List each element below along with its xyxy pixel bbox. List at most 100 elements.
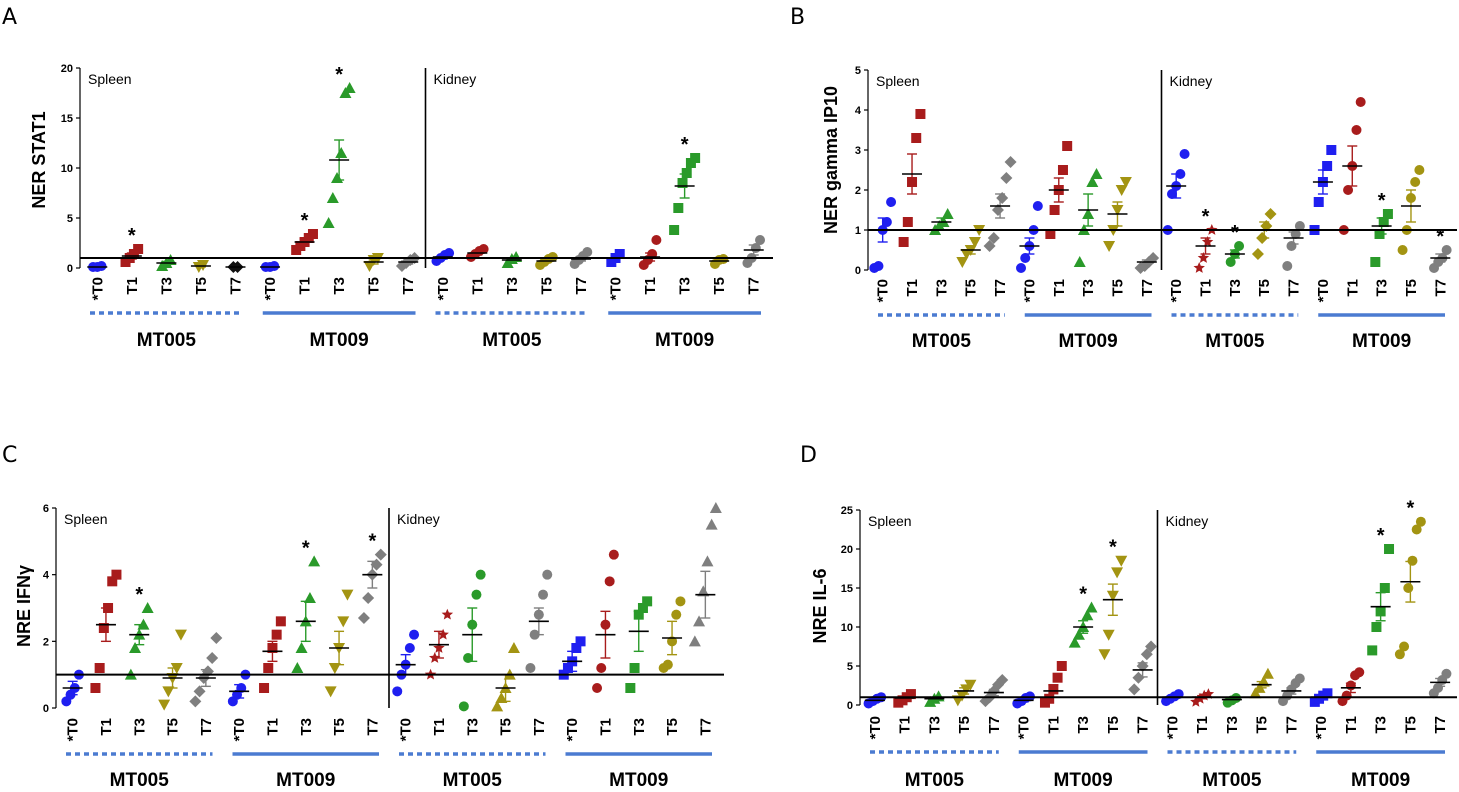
panel-a-category-label: T7 [400, 277, 417, 295]
panel-c-data-point [308, 555, 321, 567]
panel-d-data-point [1085, 601, 1098, 613]
panel-d-data-point [1322, 688, 1333, 699]
panel-b-category-label: T7 [1286, 279, 1303, 297]
panel-c-series-10 [392, 629, 420, 697]
panel-c-series-1 [90, 569, 122, 693]
panel-a-series-1: * [120, 225, 144, 267]
panel-b-y-tick-label: 1 [855, 225, 861, 237]
panel-b-data-point [1326, 145, 1337, 155]
panel-b-category-label: *T0 [1021, 279, 1038, 302]
panel-b-data-point [1057, 165, 1068, 175]
panel-d-data-point [1068, 636, 1081, 648]
panel-c-series-11 [424, 608, 454, 680]
panel-b-data-point [886, 197, 897, 207]
panel-c-category-label: *T0 [65, 718, 82, 741]
panel-d-category-label: T5 [1402, 716, 1419, 734]
panel-b-data-point [1049, 205, 1060, 215]
panel-c-data-point [341, 589, 354, 601]
panel-c-series-4 [189, 632, 223, 708]
panel-c-data-point [263, 663, 274, 673]
panel-d-group-label: MT009 [1351, 770, 1410, 791]
panel-c-series-14 [525, 569, 553, 673]
panel-d-data-point [964, 679, 977, 691]
panel-c-category-label: T7 [198, 718, 215, 736]
panel-b-significance-star: * [1378, 190, 1386, 212]
panel-d-significance-star: * [1377, 525, 1385, 547]
panel-d-data-point [1354, 667, 1365, 678]
panel-d-y-tick-label: 20 [841, 544, 853, 556]
panel-b-data-point [1166, 189, 1177, 199]
panel-c-y-tick-label: 2 [43, 636, 49, 648]
panel-d-series-16 [1337, 667, 1365, 707]
panel-b-data-point [873, 261, 884, 271]
panel-d-y-tick-label: 15 [841, 583, 853, 595]
panel-b-chart: 0 1 2 3 4 5 NER gamma IP10 Spleen Kidney * * * * *T0 T… [821, 65, 1457, 352]
panel-c-data-point [328, 663, 341, 674]
panel-a-category-label: T7 [227, 277, 244, 295]
panel-a-group-label: MT005 [482, 330, 542, 351]
panel-d-data-point [1379, 583, 1390, 593]
panel-b-category-label: T3 [1374, 279, 1391, 297]
panel-b-y-tick-label: 3 [855, 145, 861, 157]
panel-b-data-point [898, 237, 909, 247]
panel-c-data-point [592, 683, 603, 693]
panel-c-category-label: T7 [531, 718, 548, 736]
panel-b-category-label: T3 [1080, 279, 1097, 297]
panel-a-significance-star: * [335, 64, 343, 86]
panel-c-category-label: T5 [498, 718, 515, 736]
panel-a-category-label: T7 [573, 277, 590, 295]
panel-d-group-label: MT009 [1054, 770, 1113, 791]
panel-c-data-point [562, 663, 573, 673]
panel-c-category-label: T7 [697, 718, 714, 736]
panel-d-data-point [1052, 672, 1063, 683]
panel-d-data-point [1261, 667, 1274, 679]
panel-d-data-point [1394, 649, 1405, 660]
panel-c-data-point [141, 602, 154, 613]
panel-b-data-point [1197, 252, 1210, 263]
panel-d-category-label: T7 [1283, 716, 1300, 734]
panel-d-significance-star: * [1109, 537, 1117, 559]
panel-c-data-point [174, 629, 187, 641]
panel-b-data-point [1382, 209, 1393, 219]
panel-b-series-0 [869, 197, 897, 273]
panel-a-data-point [343, 82, 356, 93]
panel-c-y-label: NRE IFNγ [14, 565, 34, 647]
panel-letter-b: B [790, 5, 805, 30]
panel-d-series-3 [951, 679, 977, 707]
panel-d-data-point [1367, 645, 1378, 656]
panel-d-data-point [1415, 516, 1426, 527]
panel-c-series-18 [658, 596, 686, 673]
panel-b-series-8 [1103, 177, 1132, 252]
panel-c-data-point [437, 628, 449, 640]
panel-a-y-tick-label: 20 [61, 63, 73, 75]
panel-b-y-tick-label: 2 [855, 185, 861, 197]
panel-b-series-4 [983, 156, 1017, 252]
panel-d-data-point [1411, 524, 1422, 535]
panel-d-category-label: T3 [1075, 716, 1092, 734]
panel-c-series-15 [558, 636, 586, 680]
panel-b-series-5 [1016, 201, 1043, 273]
panel-c-y-tick-label: 0 [43, 703, 49, 715]
panel-c-data-point [374, 548, 387, 561]
panel-b-group-label: MT005 [1205, 331, 1265, 352]
panel-c-y-tick-label: 4 [43, 570, 50, 582]
panel-c-data-point [471, 589, 482, 600]
panel-d-data-point [1044, 693, 1055, 704]
panel-b-data-point [915, 109, 926, 119]
panel-b-data-point [1000, 172, 1013, 184]
panel-b-data-point [1322, 161, 1333, 171]
panel-b-series-11: * [1193, 206, 1218, 273]
panel-a-category-label: T5 [711, 277, 728, 295]
panel-letter-a: A [2, 5, 17, 30]
panel-b-data-point [968, 237, 981, 248]
panel-c-data-point [475, 569, 486, 580]
panel-d-category-label: T1 [897, 716, 914, 734]
panel-a-data-point [673, 203, 684, 213]
panel-c-data-point [275, 616, 286, 627]
panel-b-data-point [1179, 149, 1190, 159]
panel-b-data-point [1201, 236, 1214, 247]
panel-a-data-point [582, 247, 593, 257]
panel-b-category-label: T1 [1344, 279, 1361, 297]
panel-d-category-label: T1 [1343, 716, 1360, 734]
